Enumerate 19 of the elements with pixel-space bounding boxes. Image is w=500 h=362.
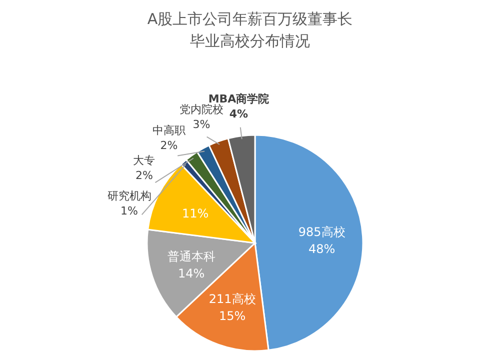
data-label: 4% bbox=[229, 107, 248, 120]
data-label: 14% bbox=[178, 266, 205, 281]
slice-label: 研究机构 bbox=[107, 190, 152, 203]
chart-title: A股上市公司年薪百万级董事长 bbox=[147, 10, 353, 28]
data-label: 1% bbox=[120, 204, 138, 218]
slice-label: 普通本科 bbox=[167, 250, 216, 264]
slice-label: MBA商学院 bbox=[208, 92, 270, 106]
data-label: 15% bbox=[218, 309, 246, 323]
data-label: 2% bbox=[135, 168, 153, 182]
data-label: 2% bbox=[160, 139, 178, 152]
data-label: 3% bbox=[192, 118, 210, 131]
data-label: 48% bbox=[308, 242, 336, 256]
slice-label: 985高校 bbox=[298, 224, 346, 239]
slice-label: 中高职 bbox=[152, 124, 186, 138]
slice-label: 大专 bbox=[133, 154, 156, 167]
slice-label: 211高校 bbox=[208, 292, 256, 306]
slice-label: 党内院校 bbox=[179, 102, 224, 116]
data-label: 11% bbox=[182, 206, 209, 221]
chart-subtitle: 毕业高校分布情况 bbox=[190, 32, 310, 50]
